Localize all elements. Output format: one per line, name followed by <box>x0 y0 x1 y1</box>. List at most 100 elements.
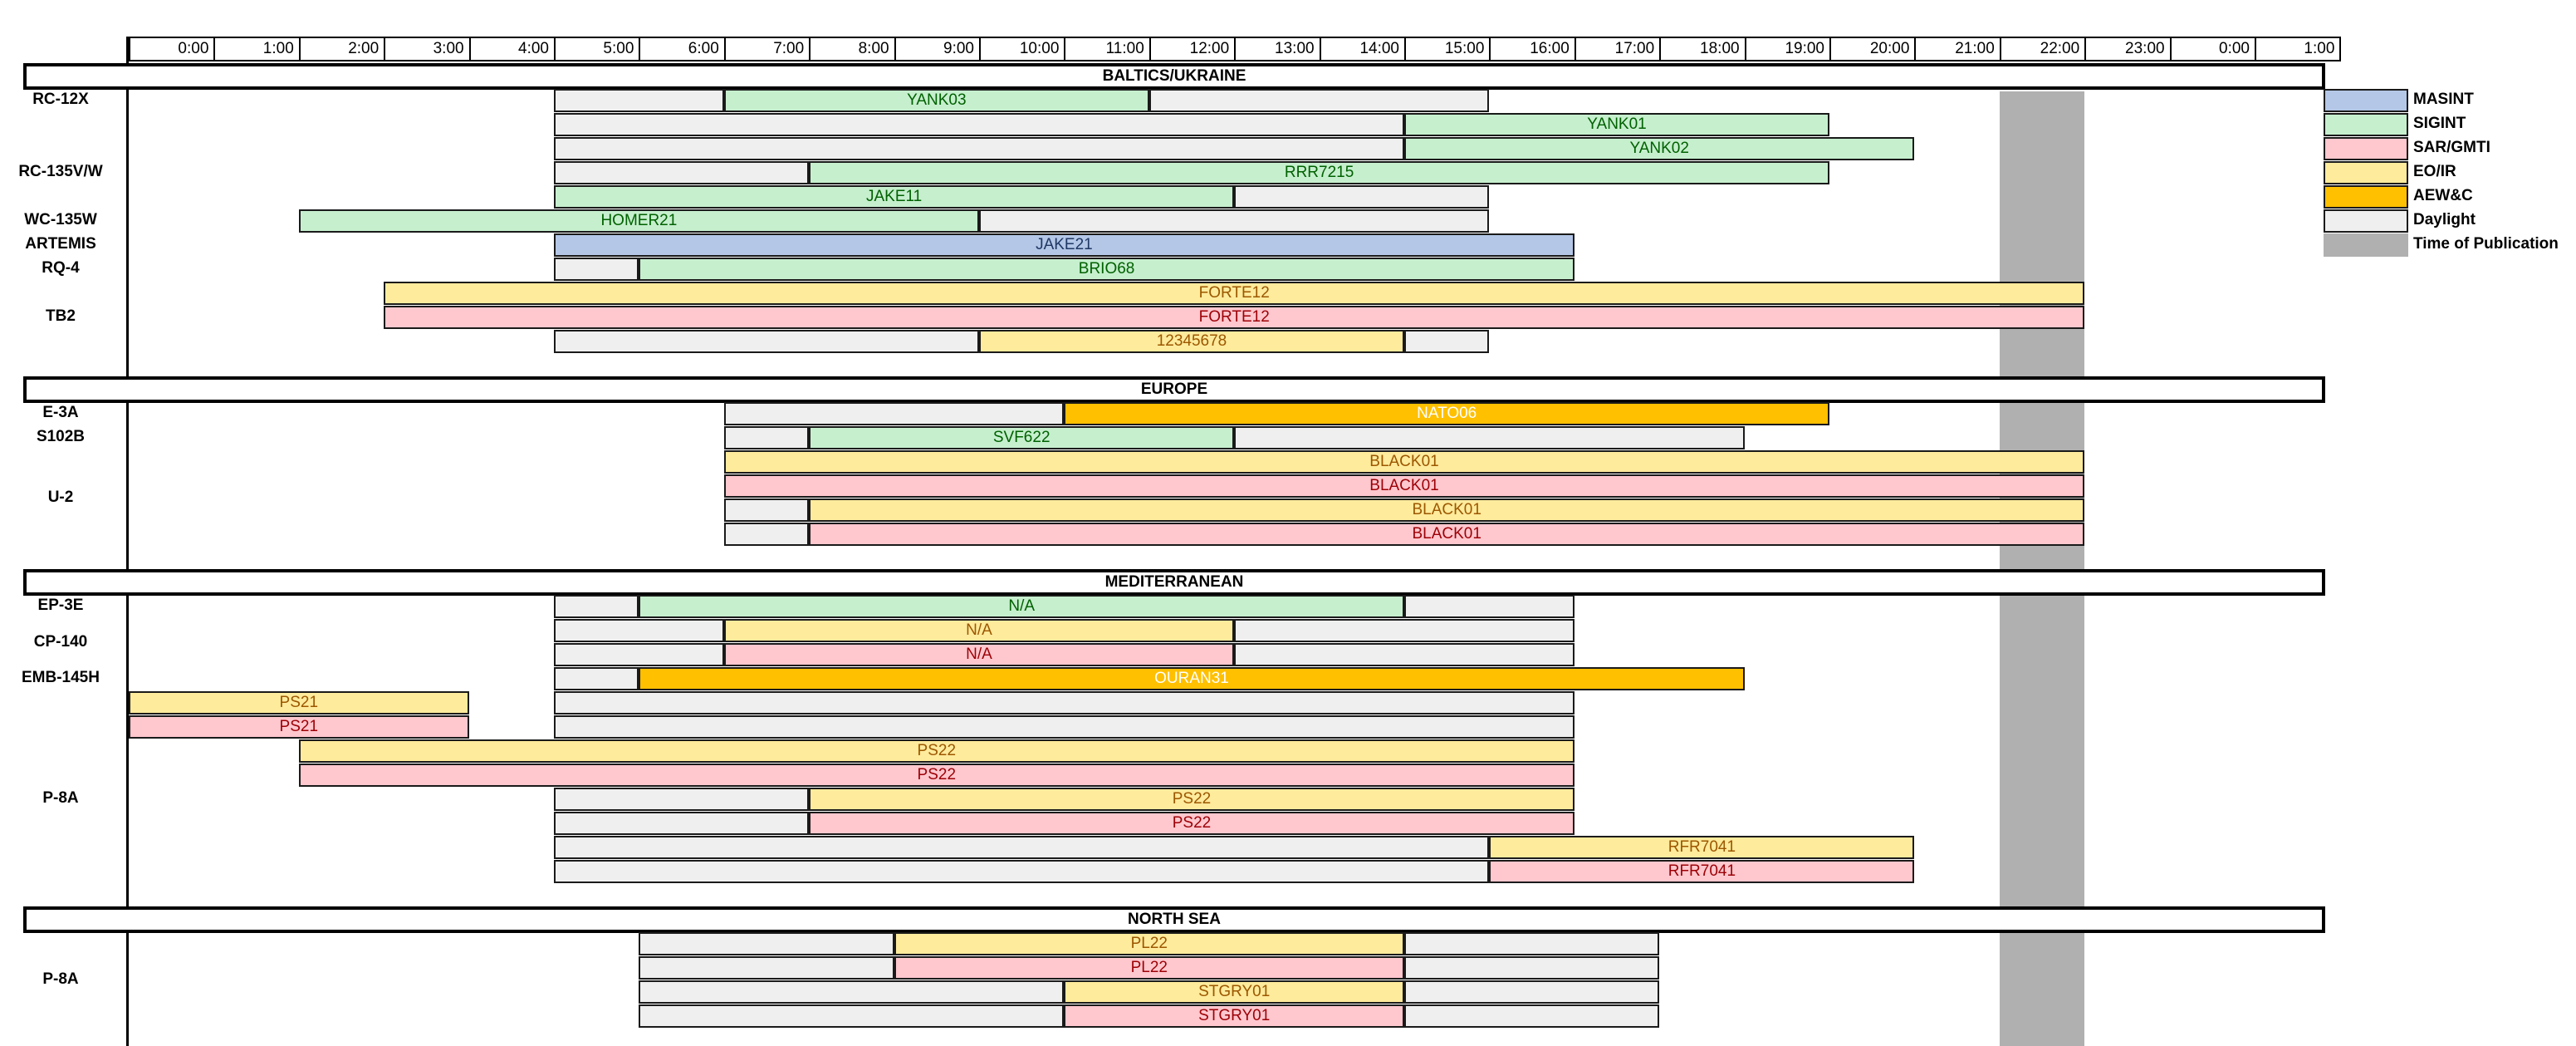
mission-bar: BRIO68 <box>639 258 1574 281</box>
time-of-publication-band <box>1999 91 2085 1046</box>
mission-bar: STGRY01 <box>1064 980 1404 1004</box>
mission-bar <box>554 89 724 112</box>
mission-bar <box>1404 980 1660 1004</box>
aircraft-label: RC-135V/W <box>18 163 103 180</box>
region-header: MEDITERRANEAN <box>23 569 2325 596</box>
region-header: NORTH SEA <box>23 906 2325 933</box>
mission-bar <box>639 1004 1065 1028</box>
time-tick-label: 5:00 <box>554 37 641 61</box>
mission-bar: YANK02 <box>1404 137 1915 160</box>
mission-bar <box>554 667 639 690</box>
mission-bar: PL22 <box>894 932 1404 955</box>
mission-bar: N/A <box>639 595 1404 618</box>
mission-bar <box>554 330 979 353</box>
legend-swatch <box>2324 137 2408 160</box>
mission-bar <box>1404 1004 1660 1028</box>
mission-bar <box>554 161 810 184</box>
time-tick-label: 9:00 <box>894 37 981 61</box>
mission-bar <box>554 137 1404 160</box>
mission-bar: HOMER21 <box>298 209 979 233</box>
mission-bar: BLACK01 <box>809 523 2085 546</box>
mission-bar: RFR7041 <box>1489 836 1915 859</box>
mission-bar <box>1404 956 1660 980</box>
mission-bar: BLACK01 <box>809 498 2085 522</box>
mission-bar: PS22 <box>298 739 1574 763</box>
legend-label: SIGINT <box>2413 115 2466 132</box>
mission-bar <box>1234 619 1574 642</box>
aircraft-label: EMB-145H <box>22 669 100 686</box>
mission-bar <box>639 980 1065 1004</box>
time-tick-label: 22:00 <box>1999 37 2087 61</box>
mission-bar <box>1404 330 1490 353</box>
mission-bar <box>554 595 639 618</box>
mission-bar <box>554 258 639 281</box>
mission-bar: NATO06 <box>1064 402 1829 425</box>
mission-bar <box>1234 185 1490 209</box>
time-tick-label: 19:00 <box>1744 37 1831 61</box>
legend-swatch <box>2324 89 2408 112</box>
mission-bar <box>1404 932 1660 955</box>
mission-bar <box>554 812 810 835</box>
mission-bar: FORTE12 <box>384 306 2085 329</box>
mission-bar <box>639 956 894 980</box>
time-tick-label: 1:00 <box>213 37 301 61</box>
time-tick-label: 7:00 <box>723 37 811 61</box>
legend-label: Daylight <box>2413 211 2476 228</box>
aircraft-label: S102B <box>36 428 86 445</box>
legend-swatch <box>2324 233 2408 257</box>
mission-bar <box>979 209 1490 233</box>
aircraft-label: P-8A <box>42 970 79 988</box>
mission-bar: PL22 <box>894 956 1404 980</box>
mission-bar <box>723 498 810 522</box>
time-tick-label: 17:00 <box>1574 37 1662 61</box>
mission-bar <box>554 113 1404 136</box>
region-header: BALTICS/UKRAINE <box>23 63 2325 90</box>
legend-label: SAR/GMTI <box>2413 139 2490 156</box>
mission-bar <box>1234 426 1745 449</box>
mission-bar: PS21 <box>129 715 469 739</box>
aircraft-label: EP-3E <box>37 597 84 614</box>
mission-bar <box>1404 595 1574 618</box>
mission-bar: JAKE11 <box>554 185 1235 209</box>
time-tick-label: 2:00 <box>298 37 386 61</box>
aircraft-label: TB2 <box>46 307 76 325</box>
time-tick-label: 10:00 <box>979 37 1066 61</box>
time-tick-label: 0:00 <box>2169 37 2256 61</box>
aircraft-label: RQ-4 <box>42 259 80 277</box>
aircraft-label: WC-135W <box>24 211 97 228</box>
mission-bar <box>723 402 1065 425</box>
legend-swatch <box>2324 113 2408 136</box>
mission-bar: SVF622 <box>809 426 1235 449</box>
time-tick-label: 1:00 <box>2255 37 2342 61</box>
mission-bar <box>554 788 810 811</box>
mission-bar <box>1234 643 1574 666</box>
mission-bar: JAKE21 <box>554 233 1574 257</box>
legend-swatch <box>2324 161 2408 184</box>
time-tick-label: 20:00 <box>1829 37 1917 61</box>
mission-bar: PS22 <box>298 764 1574 787</box>
legend-label: EO/IR <box>2413 163 2456 180</box>
time-tick-label: 18:00 <box>1659 37 1746 61</box>
mission-bar <box>723 426 810 449</box>
label-column-divider <box>126 37 129 1046</box>
mission-bar <box>554 691 1574 715</box>
mission-bar <box>723 523 810 546</box>
time-tick-label: 14:00 <box>1319 37 1406 61</box>
mission-bar: OURAN31 <box>639 667 1745 690</box>
legend-label: AEW&C <box>2413 187 2473 204</box>
aircraft-label: RC-12X <box>32 91 89 108</box>
mission-bar: RFR7041 <box>1489 860 1915 883</box>
mission-bar <box>554 860 1490 883</box>
mission-bar: BLACK01 <box>723 474 2085 498</box>
mission-bar: STGRY01 <box>1064 1004 1404 1028</box>
time-tick-label: 11:00 <box>1064 37 1151 61</box>
legend-swatch <box>2324 185 2408 209</box>
time-tick-label: 6:00 <box>639 37 726 61</box>
aircraft-label: U-2 <box>47 488 74 506</box>
legend-label: Time of Publication <box>2413 235 2559 253</box>
mission-bar: 12345678 <box>979 330 1404 353</box>
time-tick-label: 16:00 <box>1489 37 1576 61</box>
time-tick-label: 8:00 <box>809 37 896 61</box>
time-tick-label: 0:00 <box>129 37 216 61</box>
